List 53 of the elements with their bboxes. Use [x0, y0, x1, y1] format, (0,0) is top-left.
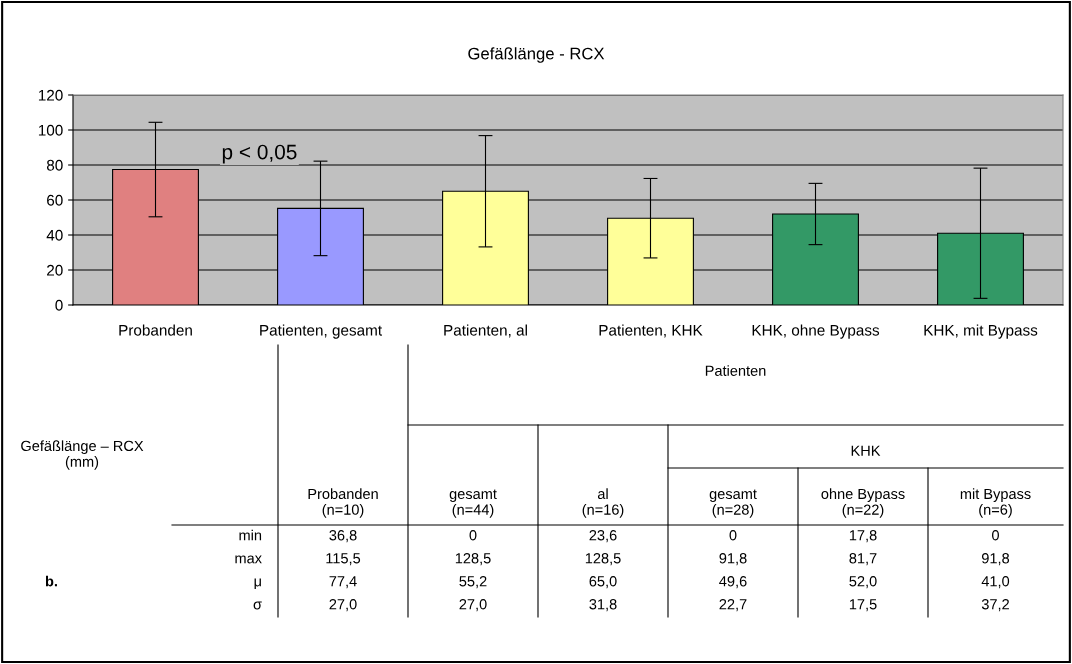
text: 22,7	[719, 599, 747, 612]
annotation: p < 0,05	[222, 144, 297, 164]
text: 0	[729, 530, 737, 541]
text: max	[235, 555, 262, 564]
y-tick-label: 40	[46, 229, 63, 241]
text: 0	[469, 530, 477, 541]
x-tick-label: Probanden	[119, 324, 192, 336]
x-tick-label: KHK, mit Bypass	[924, 324, 1038, 339]
text: KHK	[851, 445, 881, 456]
text: 91,8	[719, 553, 747, 566]
text: 36,8	[329, 530, 357, 543]
text: 27,0	[329, 599, 357, 612]
text: 27,0	[459, 599, 487, 612]
text: 31,8	[589, 599, 617, 612]
text: 128,5	[585, 553, 621, 566]
y-tick-label: 100	[38, 124, 63, 136]
text: 65,0	[589, 576, 617, 589]
x-tick-label: Patienten, gesamt	[260, 324, 382, 339]
text: Patienten	[705, 365, 766, 376]
text: σ	[253, 601, 262, 610]
text: ohne Bypass (n=22)	[821, 488, 905, 518]
text: 49,6	[719, 576, 747, 589]
text: gesamt (n=28)	[709, 489, 757, 518]
y-tick-label: 20	[47, 264, 63, 276]
text: 81,7	[849, 553, 877, 566]
y-tick-label: 80	[46, 159, 63, 171]
text: 23,6	[589, 530, 617, 543]
text: 128,5	[455, 553, 491, 566]
x-tick-label: Patienten, al	[444, 324, 527, 338]
text: 37,2	[981, 599, 1009, 612]
text: 17,8	[849, 530, 877, 543]
text: 0	[992, 530, 999, 541]
text: min	[239, 529, 262, 541]
x-tick-label: Patienten, KHK	[599, 324, 703, 338]
text: 115,5	[326, 553, 361, 566]
y-tick-label: 60	[47, 194, 63, 206]
text: 17,5	[849, 599, 877, 612]
text: 55,2	[459, 576, 487, 589]
chart-title: Gefäßlänge - RCX	[468, 47, 605, 63]
text: Gefäßlänge – RCX (mm)	[21, 440, 144, 470]
y-tick-label: 120	[38, 89, 63, 101]
text: al (n=16)	[582, 488, 624, 518]
text: 77,4	[329, 576, 357, 589]
text: 52,0	[849, 576, 877, 589]
text: 91,8	[981, 553, 1010, 566]
text: gesamt (n=44)	[449, 489, 497, 518]
x-tick-label: KHK, ohne Bypass	[752, 324, 880, 339]
text: μ	[254, 578, 261, 590]
text: 41,0	[981, 576, 1010, 589]
y-tick-label: 0	[55, 299, 63, 311]
text: b.	[45, 575, 57, 587]
text: mit Bypass (n=6)	[960, 488, 1031, 518]
text: Probanden (n=10)	[308, 488, 378, 518]
